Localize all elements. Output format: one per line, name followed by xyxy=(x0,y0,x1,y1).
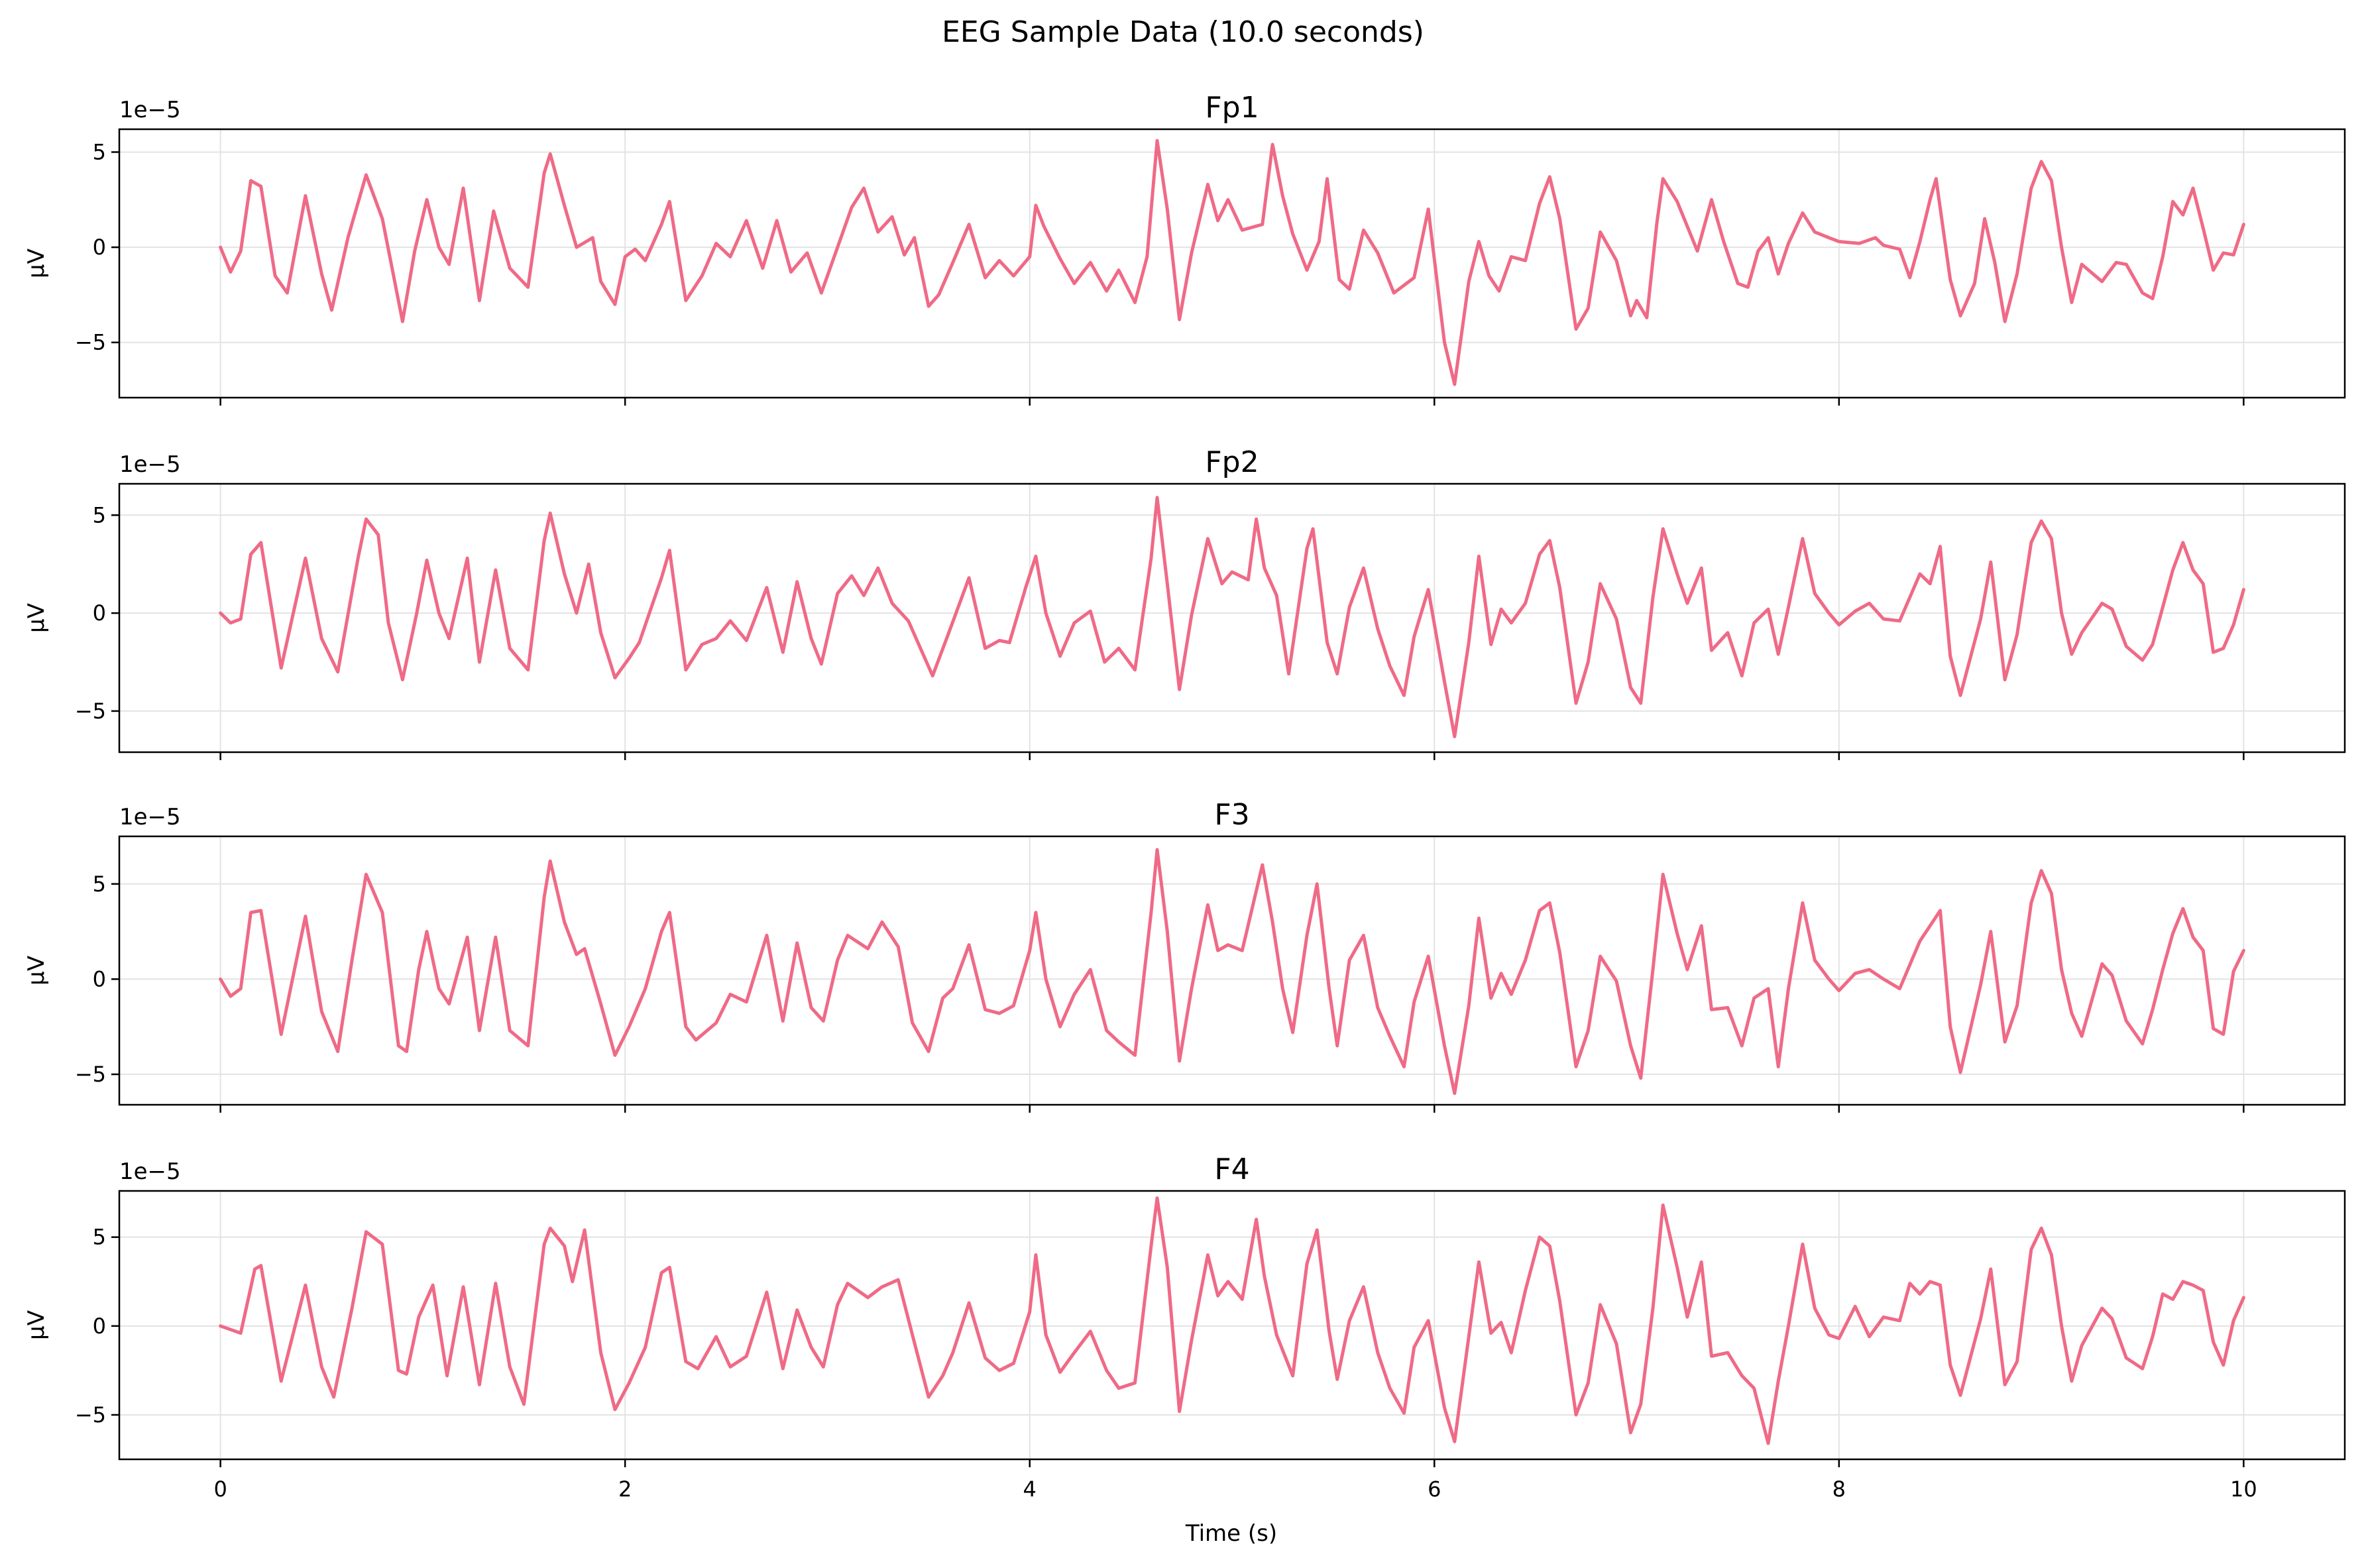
y-tick-label: 0 xyxy=(93,1314,106,1339)
y-offset-label: 1e−5 xyxy=(119,97,181,123)
panel-title: Fp2 xyxy=(1205,445,1259,479)
y-offset-label: 1e−5 xyxy=(119,804,181,830)
y-axis-label: µV xyxy=(23,603,50,633)
y-tick-label: −5 xyxy=(75,330,106,355)
y-tick-label: −5 xyxy=(75,1062,106,1087)
x-tick-label: 6 xyxy=(1428,1477,1441,1502)
x-tick-label: 8 xyxy=(1832,1477,1846,1502)
x-tick-label: 10 xyxy=(2230,1477,2257,1502)
y-tick-label: 5 xyxy=(93,1225,106,1250)
y-tick-label: −5 xyxy=(75,699,106,724)
y-axis-label: µV xyxy=(23,956,50,985)
panel-f4: 5 0 −5 0 2 4 6 8 10 F4 1e−5 µV xyxy=(23,1152,2346,1502)
panel-title: F4 xyxy=(1214,1152,1249,1186)
series-line-f3 xyxy=(219,848,2245,1095)
x-axis-label: Time (s) xyxy=(1185,1520,1277,1547)
y-axis-label: µV xyxy=(23,249,50,278)
y-tick-label: 0 xyxy=(93,600,106,626)
figure-suptitle: EEG Sample Data (10.0 seconds) xyxy=(942,15,1424,49)
plot-frame xyxy=(118,835,2346,1106)
y-axis-label: µV xyxy=(23,1310,50,1340)
panel-fp2: 5 0 −5 Fp2 1e−5 µV xyxy=(23,445,2346,760)
panel-fp1: 5 0 −5 Fp1 1e−5 µV xyxy=(23,91,2346,406)
y-tick-label: −5 xyxy=(75,1402,106,1428)
x-tick-label: 2 xyxy=(618,1477,632,1502)
plot-frame xyxy=(118,128,2346,399)
panel-title: Fp1 xyxy=(1205,91,1259,125)
y-tick-label: 0 xyxy=(93,966,106,991)
y-offset-label: 1e−5 xyxy=(119,451,181,478)
y-tick-label: 0 xyxy=(93,235,106,260)
y-offset-label: 1e−5 xyxy=(119,1158,181,1185)
plot-frame xyxy=(118,482,2346,754)
series-line-fp2 xyxy=(219,496,2245,738)
panel-title: F3 xyxy=(1214,798,1249,832)
plot-frame xyxy=(118,1190,2346,1461)
series-line-f4 xyxy=(219,1196,2245,1445)
y-tick-label: 5 xyxy=(93,502,106,528)
panels: 5 0 −5 Fp1 1e−5 µV 5 0 −5 Fp2 1e−5 µV 5 0 −5 F3 1e−5 µV 5 0… xyxy=(23,91,2346,1502)
series-line-fp1 xyxy=(219,139,2245,386)
panel-f3: 5 0 −5 F3 1e−5 µV xyxy=(23,798,2346,1113)
y-tick-label: 5 xyxy=(93,139,106,164)
x-tick-label: 4 xyxy=(1023,1477,1037,1502)
x-tick-label: 0 xyxy=(213,1477,227,1502)
y-tick-label: 5 xyxy=(93,871,106,897)
